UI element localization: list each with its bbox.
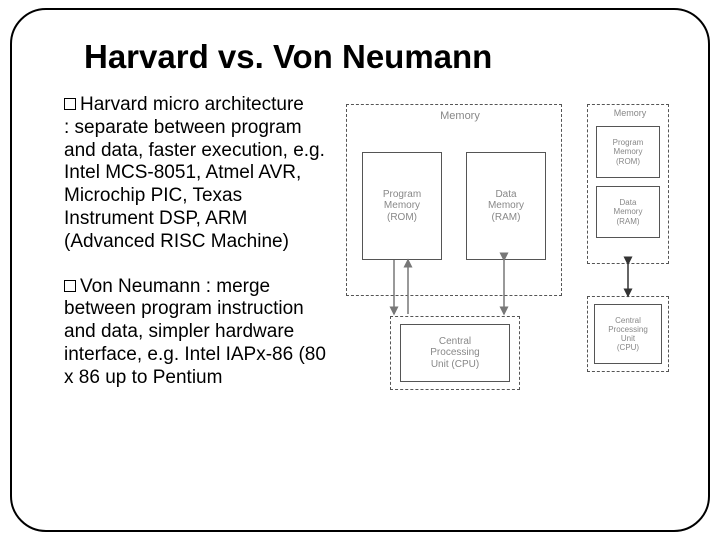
bullet-icon [64,280,76,292]
bullet-body: : separate between program and data, fas… [64,117,326,254]
vn-arrow [584,100,674,400]
slide-content: Harvard vs. Von Neumann Harvard micro ar… [12,10,708,530]
slide-frame: Harvard vs. Von Neumann Harvard micro ar… [10,8,710,532]
bullet-lead: Harvard micro architecture [80,94,304,117]
bullet-icon [64,98,76,110]
harvard-diagram: MemoryProgram Memory (ROM)Data Memory (R… [332,100,576,530]
text-column: Harvard micro architecture : separate be… [64,94,326,530]
harvard-arrows [332,100,576,400]
bullet-von-neumann: Von Neumann : merge between program inst… [64,276,326,390]
content-row: Harvard micro architecture : separate be… [64,94,680,530]
bullet-lead: Von Neumann : merge [80,276,270,299]
bullet-harvard: Harvard micro architecture : separate be… [64,94,326,254]
bullet-body: between program instruction and data, si… [64,298,326,389]
diagram-column: MemoryProgram Memory (ROM)Data Memory (R… [332,94,680,530]
von-neumann-diagram: MemoryProgram Memory (ROM)Data Memory (R… [584,100,674,530]
slide-title: Harvard vs. Von Neumann [84,38,680,76]
